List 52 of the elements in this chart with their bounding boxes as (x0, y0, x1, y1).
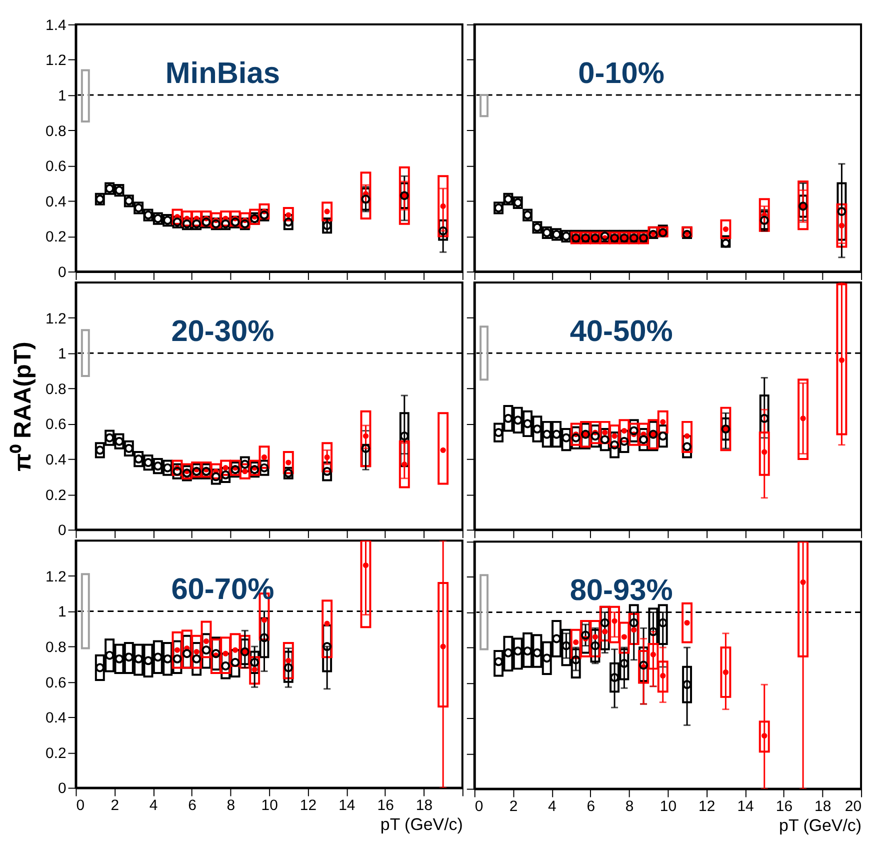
y-tick-label: 1.2 (46, 52, 66, 70)
y-tick-label: 0.6 (46, 416, 66, 434)
text: 40-50% (570, 314, 673, 348)
y-tick-label: 0 (58, 780, 66, 798)
x-tick-label: 18 (416, 797, 433, 814)
y-tick-label: 0.8 (46, 638, 66, 656)
y-tick-label: 1.4 (46, 16, 66, 34)
y-tick-label: 0 (58, 264, 66, 281)
x-tick-label: 6 (188, 797, 196, 814)
y-tick-label: 0.2 (46, 228, 66, 246)
x-tick-label: 0 (474, 798, 484, 816)
x-tick-label: 10 (660, 798, 677, 816)
x-tick-label: 12 (300, 797, 317, 814)
text: 60-70% (171, 572, 274, 606)
x-tick-label: 2 (110, 797, 120, 814)
y-tick-label: 0.4 (46, 710, 66, 727)
text: MinBias (165, 56, 280, 90)
y-tick-label: 0.2 (46, 486, 66, 504)
y-tick-label: 1.2 (46, 568, 66, 586)
text: 80-93% (570, 574, 673, 607)
y-tick-label: 0.8 (46, 122, 66, 140)
text: 0-10% (578, 56, 664, 90)
y-tick-label: 0 (58, 522, 66, 540)
x-tick-label: 14 (737, 798, 754, 816)
x-tick-label: 16 (776, 798, 793, 816)
x-tick-label: 18 (814, 798, 832, 816)
x-tick-label: 6 (586, 798, 596, 816)
x-tick-label: 8 (226, 797, 236, 814)
x-axis-title: pT (GeV/c) (779, 816, 862, 836)
y-tick-label: 0.8 (46, 380, 66, 398)
x-tick-label: 12 (698, 798, 716, 816)
y-tick-label: 1.2 (46, 310, 66, 328)
x-tick-label: 10 (261, 797, 278, 814)
x-tick-label: 0 (76, 797, 85, 814)
y-tick-label: 0.6 (46, 674, 66, 692)
x-tick-label: 16 (377, 797, 394, 814)
x-tick-label: 2 (509, 798, 518, 816)
x-tick-label: 14 (338, 797, 356, 814)
x-tick-label: 8 (625, 798, 634, 816)
x-tick-label: 4 (149, 797, 158, 814)
y-axis-title: π⁰ RAA(pT) (10, 342, 37, 472)
x-tick-label: 4 (548, 798, 556, 816)
y-tick-label: 0.4 (46, 451, 66, 468)
y-tick-label: 1 (58, 87, 66, 104)
x-axis-title: pT (GeV/c) (380, 815, 463, 834)
y-tick-label: 1 (58, 604, 66, 621)
y-tick-label: 0.6 (46, 158, 66, 176)
text: 20-30% (171, 314, 274, 348)
y-tick-label: 0.4 (46, 193, 66, 210)
y-tick-label: 1 (58, 346, 66, 363)
x-tick-label: 20 (844, 798, 862, 816)
y-tick-label: 0.2 (46, 744, 66, 762)
